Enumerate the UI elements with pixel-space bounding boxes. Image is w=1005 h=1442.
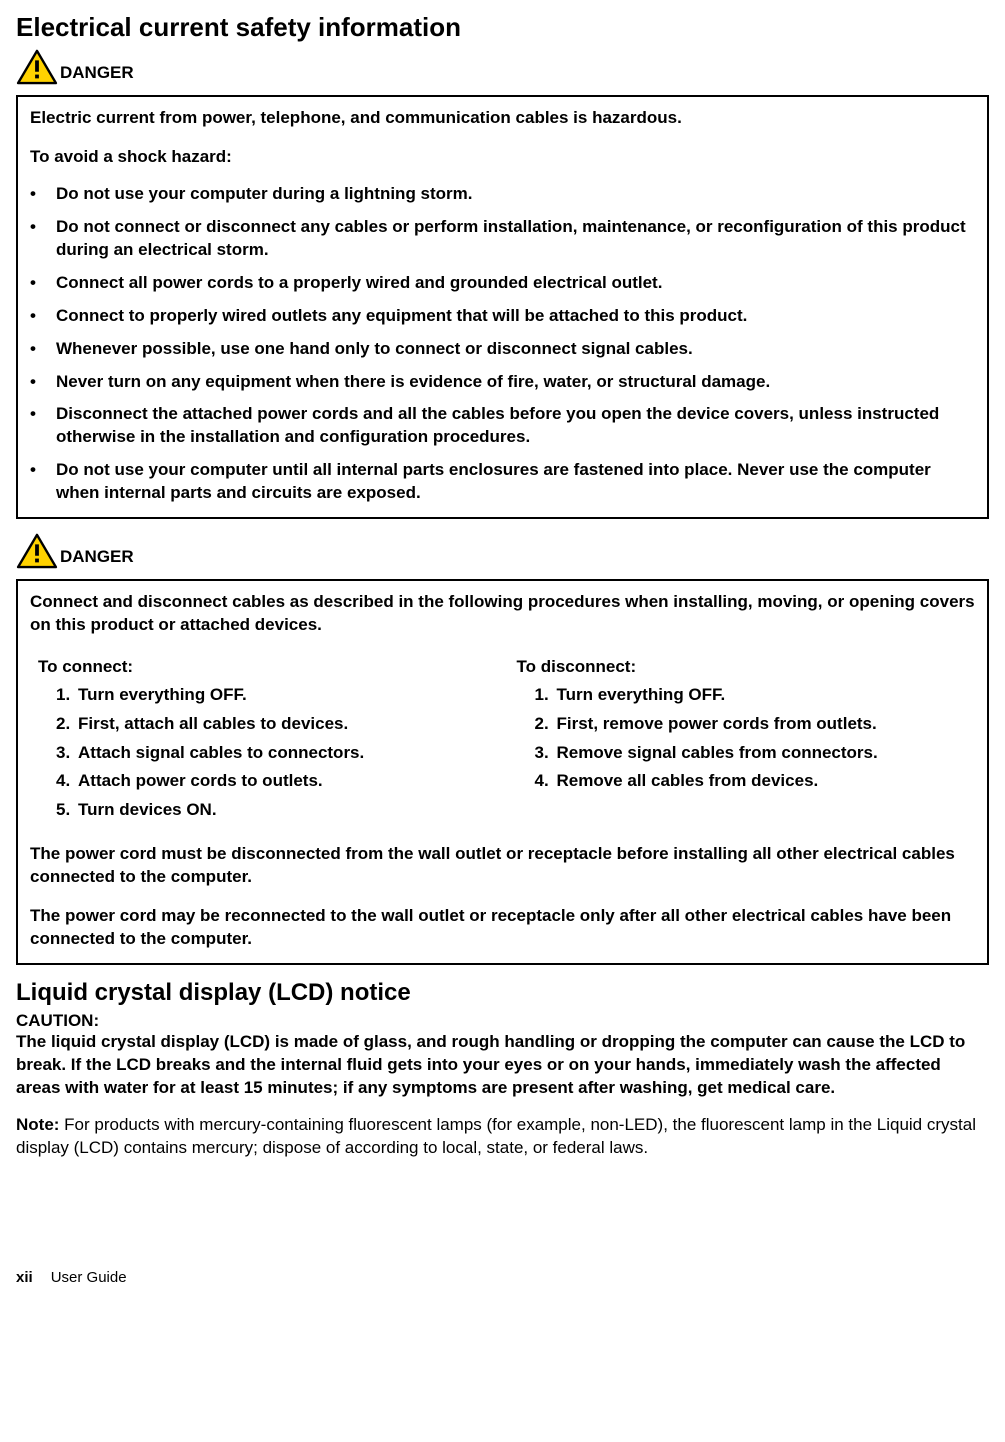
step-item: 3.Remove signal cables from connectors.: [535, 741, 976, 765]
danger-box-2: Connect and disconnect cables as describ…: [16, 579, 989, 965]
step-item: 4.Remove all cables from devices.: [535, 769, 976, 793]
step-text: First, attach all cables to devices.: [78, 714, 348, 733]
box1-intro: Electric current from power, telephone, …: [30, 107, 975, 130]
page-footer: xii User Guide: [16, 1269, 989, 1286]
step-text: Remove all cables from devices.: [557, 771, 819, 790]
bullet-item: Do not use your computer until all inter…: [30, 459, 975, 505]
connect-disconnect-columns: To connect: 1.Turn everything OFF. 2.Fir…: [30, 657, 975, 827]
footer-title: User Guide: [51, 1269, 127, 1286]
section-heading-electrical: Electrical current safety information: [16, 12, 989, 43]
step-item: 3.Attach signal cables to connectors.: [56, 741, 497, 765]
box2-intro: Connect and disconnect cables as describ…: [30, 591, 975, 637]
step-item: 5.Turn devices ON.: [56, 798, 497, 822]
bullet-item: Whenever possible, use one hand only to …: [30, 338, 975, 361]
step-text: Attach signal cables to connectors.: [78, 743, 364, 762]
step-text: Turn everything OFF.: [557, 685, 726, 704]
danger-box-1: Electric current from power, telephone, …: [16, 95, 989, 519]
connect-steps: 1.Turn everything OFF. 2.First, attach a…: [56, 683, 497, 822]
bullet-item: Never turn on any equipment when there i…: [30, 371, 975, 394]
step-item: 4.Attach power cords to outlets.: [56, 769, 497, 793]
connect-title: To connect:: [38, 657, 497, 677]
bullet-item: Disconnect the attached power cords and …: [30, 403, 975, 449]
step-text: Attach power cords to outlets.: [78, 771, 323, 790]
step-item: 2.First, attach all cables to devices.: [56, 712, 497, 736]
step-item: 1.Turn everything OFF.: [535, 683, 976, 707]
disconnect-column: To disconnect: 1.Turn everything OFF. 2.…: [517, 657, 976, 827]
danger-label: DANGER: [60, 547, 134, 569]
danger-callout-2: DANGER: [16, 533, 989, 569]
step-item: 1.Turn everything OFF.: [56, 683, 497, 707]
box2-tail-2: The power cord may be reconnected to the…: [30, 905, 975, 951]
danger-callout-1: DANGER: [16, 49, 989, 85]
step-item: 2.First, remove power cords from outlets…: [535, 712, 976, 736]
bullet-item: Connect to properly wired outlets any eq…: [30, 305, 975, 328]
bullet-item: Do not use your computer during a lightn…: [30, 183, 975, 206]
danger-triangle-icon: [16, 533, 58, 569]
box1-avoid: To avoid a shock hazard:: [30, 146, 975, 169]
caution-label: CAUTION:: [16, 1011, 989, 1031]
page-number: xii: [16, 1269, 33, 1286]
disconnect-steps: 1.Turn everything OFF. 2.First, remove p…: [535, 683, 976, 793]
note-body-text: For products with mercury-containing flu…: [16, 1115, 976, 1157]
danger-label: DANGER: [60, 63, 134, 85]
box2-tail-1: The power cord must be disconnected from…: [30, 843, 975, 889]
step-text: First, remove power cords from outlets.: [557, 714, 877, 733]
connect-column: To connect: 1.Turn everything OFF. 2.Fir…: [38, 657, 497, 827]
note-paragraph: Note: For products with mercury-containi…: [16, 1114, 989, 1160]
box1-bullet-list: Do not use your computer during a lightn…: [30, 183, 975, 505]
note-label: Note:: [16, 1115, 59, 1134]
danger-triangle-icon: [16, 49, 58, 85]
bullet-item: Connect all power cords to a properly wi…: [30, 272, 975, 295]
step-text: Remove signal cables from connectors.: [557, 743, 878, 762]
disconnect-title: To disconnect:: [517, 657, 976, 677]
bullet-item: Do not connect or disconnect any cables …: [30, 216, 975, 262]
section-heading-lcd: Liquid crystal display (LCD) notice: [16, 979, 989, 1007]
step-text: Turn devices ON.: [78, 800, 217, 819]
step-text: Turn everything OFF.: [78, 685, 247, 704]
caution-body: The liquid crystal display (LCD) is made…: [16, 1031, 989, 1100]
